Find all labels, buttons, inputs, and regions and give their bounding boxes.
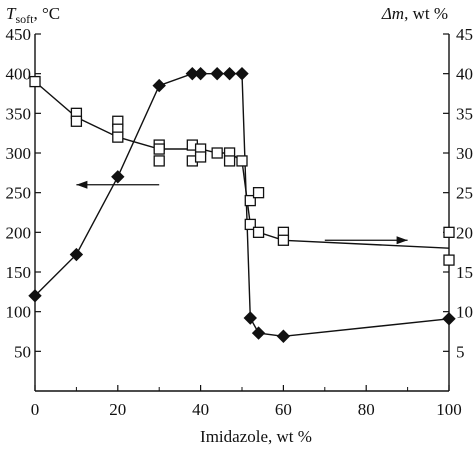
y-left-title-unit: , °C <box>33 4 60 23</box>
y-right-axis-title: Δm, wt % <box>381 4 448 23</box>
square-point <box>443 226 455 238</box>
square-point <box>112 131 124 143</box>
x-tick-label: 0 <box>31 400 40 419</box>
square-point <box>153 155 165 167</box>
square-point <box>244 194 256 207</box>
x-tick-label: 60 <box>275 400 292 419</box>
arrow-annotations <box>76 180 408 245</box>
square-point <box>252 226 265 238</box>
y-right-tick-label: 5 <box>456 342 465 361</box>
diamond-point <box>28 289 42 303</box>
square-point <box>211 147 223 159</box>
square-point <box>443 254 455 266</box>
y-right-tick-label: 30 <box>456 144 473 163</box>
y-right-tick-label: 45 <box>456 25 473 44</box>
y-right-tick-label: 40 <box>456 65 473 84</box>
y-left-tick-label: 50 <box>14 342 31 361</box>
diamond-point <box>235 66 249 81</box>
diamond-point <box>276 329 291 343</box>
square-point <box>277 234 290 246</box>
y-left-title-symbol: T <box>6 4 17 23</box>
x-tick-label: 80 <box>358 400 375 419</box>
square-point <box>223 155 236 167</box>
series-markers <box>28 66 456 343</box>
y-left-axis-title: Tsoft, °C <box>6 4 60 26</box>
square-point <box>29 75 41 88</box>
y-left-tick-label: 200 <box>6 223 32 242</box>
y-right-tick-label: 15 <box>456 263 473 282</box>
arrow-left-head <box>76 180 88 189</box>
square-point <box>252 187 265 199</box>
diamond-point <box>442 312 456 326</box>
x-tick-labels: 0 20 40 60 80 100 <box>31 385 462 419</box>
diamond-point <box>210 66 224 81</box>
diamond-point <box>251 326 266 340</box>
y-left-tick-label: 400 <box>6 65 32 84</box>
x-tick-label: 20 <box>109 400 126 419</box>
diamond-point <box>152 78 166 93</box>
square-point <box>194 151 207 163</box>
diamond-point <box>69 247 84 262</box>
y-right-tick-label: 10 <box>456 303 473 322</box>
y-right-tick-label: 20 <box>456 223 473 242</box>
square-point <box>236 155 248 167</box>
square-point <box>244 218 256 231</box>
y-left-tick-label: 100 <box>6 303 32 322</box>
diamond-point <box>111 170 125 184</box>
y-left-tick-label: 300 <box>6 144 32 163</box>
y-left-tick-label: 450 <box>6 25 32 44</box>
diamond-point <box>193 66 208 81</box>
x-tick-label: 40 <box>192 400 209 419</box>
y-left-title-subscript: soft <box>15 12 34 26</box>
diamond-point <box>243 311 257 325</box>
arrow-right-head <box>396 236 408 245</box>
y-left-tick-label: 350 <box>6 104 32 123</box>
x-tick-label: 100 <box>436 400 462 419</box>
series-lines <box>34 73 450 338</box>
y-right-title-symbol: Δm <box>381 4 404 23</box>
square-point <box>70 115 83 127</box>
y-left-tick-labels: 450 400 350 300 250 200 150 100 50 <box>6 25 41 361</box>
square-point <box>153 143 165 155</box>
series-1-line <box>34 73 450 338</box>
y-right-tick-label: 35 <box>456 104 473 123</box>
y-left-tick-label: 150 <box>6 263 32 282</box>
y-right-tick-labels: 45 40 35 30 25 20 15 10 5 <box>443 25 473 361</box>
x-axis-title: Imidazole, wt % <box>200 427 312 446</box>
y-left-tick-label: 250 <box>6 184 32 203</box>
y-right-tick-label: 25 <box>456 184 473 203</box>
y-right-title-unit: , wt % <box>404 4 448 23</box>
diamond-point <box>222 66 237 81</box>
